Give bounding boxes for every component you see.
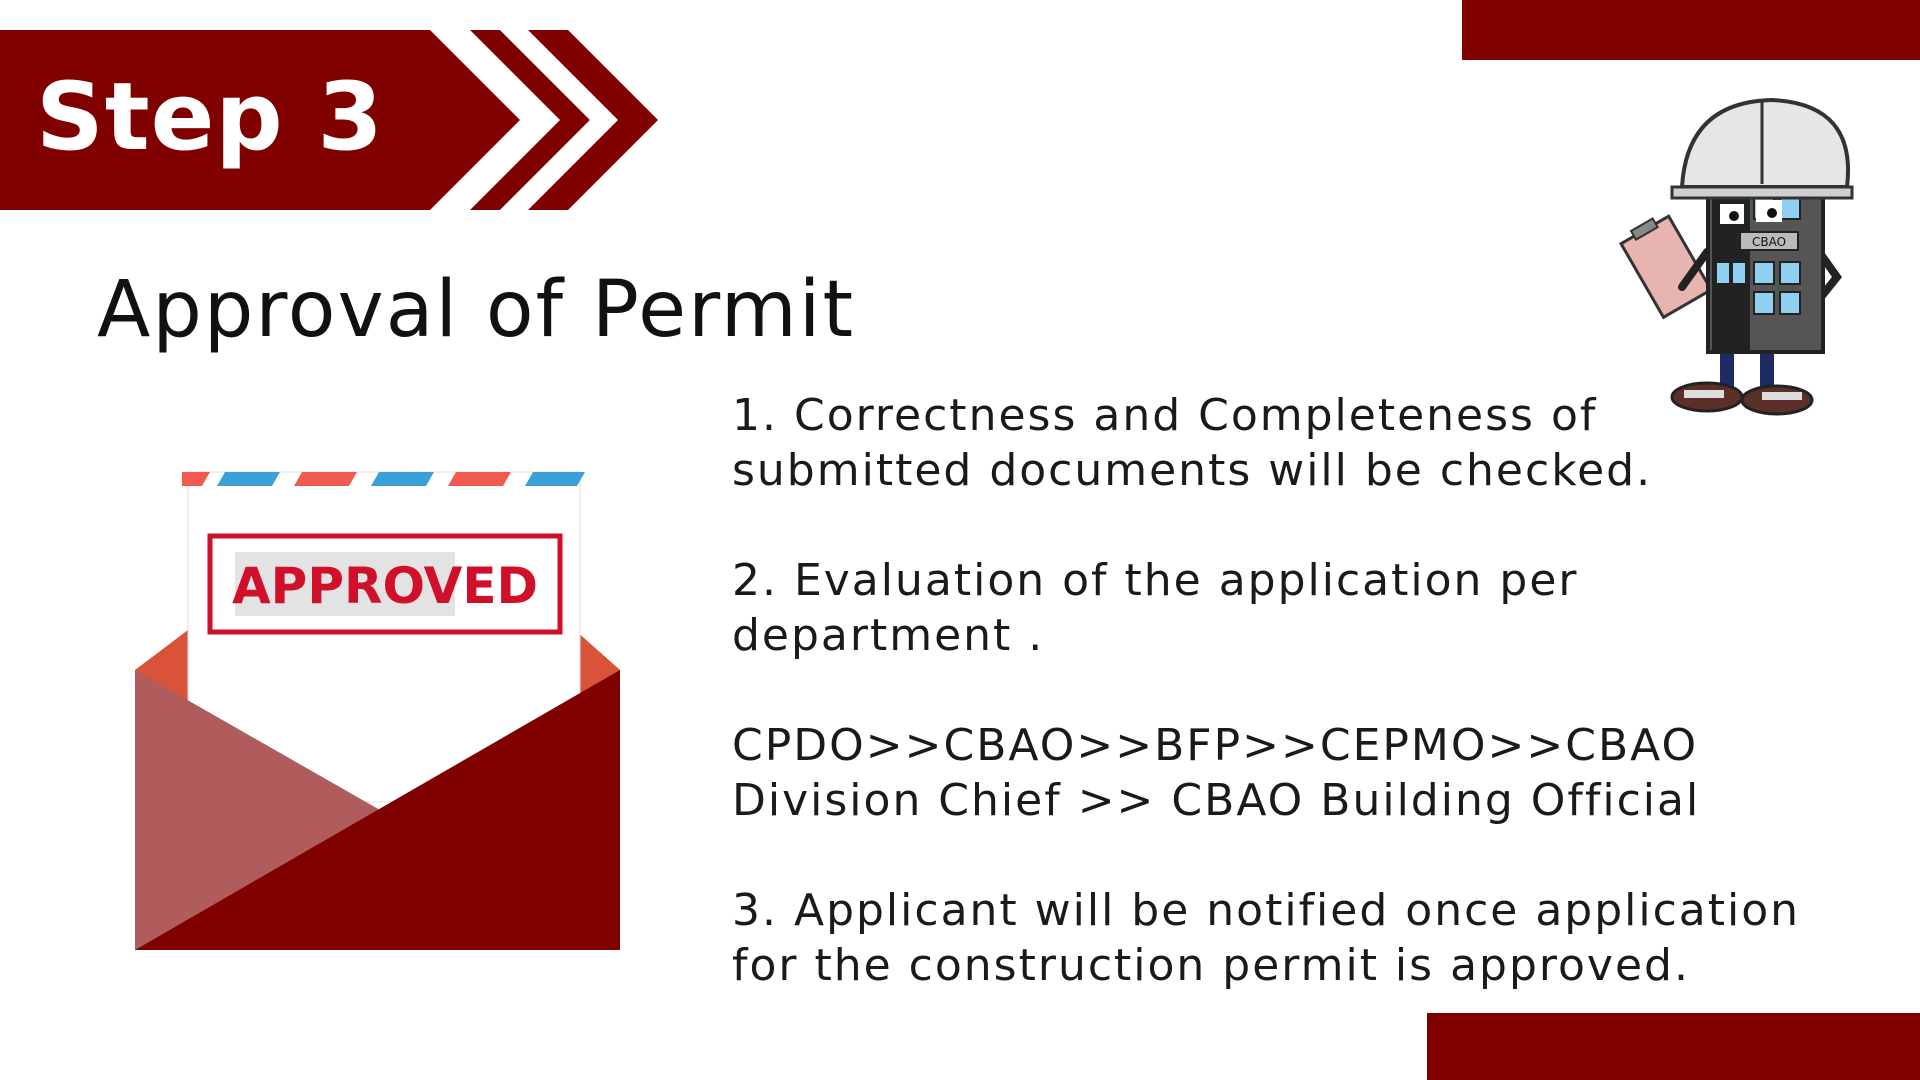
chevron-right-icon — [430, 30, 658, 210]
stamp-label: APPROVED — [232, 557, 538, 615]
step-banner — [0, 30, 658, 210]
approved-stamp: APPROVED — [207, 533, 563, 635]
bottom-right-accent-bar — [1427, 1013, 1920, 1080]
mascot-badge: CBAO — [1752, 235, 1786, 249]
top-right-accent-bar — [1462, 0, 1920, 60]
step-label: Step 3 — [36, 63, 384, 172]
list-item: 1. Correctness and Completeness of submi… — [732, 390, 1653, 496]
building-mascot-illustration: CBAO — [1618, 97, 1854, 416]
list-item: CPDO>>CBAO>>BFP>>CEPMO>>CBAO Division Ch… — [732, 720, 1701, 826]
open-envelope-icon: APPROVED — [135, 471, 620, 950]
list-item: 2. Evaluation of the application per dep… — [732, 555, 1579, 661]
list-item: 3. Applicant will be notified once appli… — [732, 885, 1801, 991]
page-title: Approval of Permit — [97, 265, 856, 355]
steps-list: 1. Correctness and Completeness of submi… — [732, 388, 1902, 1048]
